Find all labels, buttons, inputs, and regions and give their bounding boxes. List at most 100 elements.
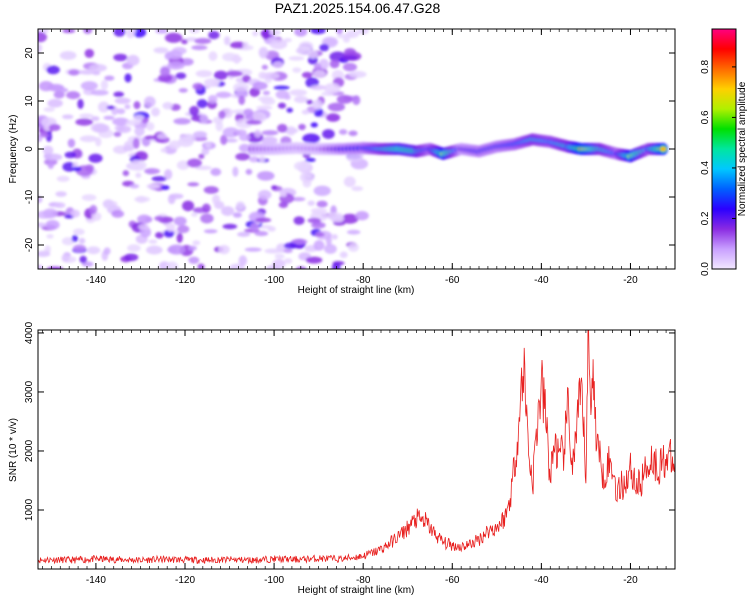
noise-blob: [329, 59, 340, 69]
noise-blob: [225, 70, 243, 77]
noise-blob: [288, 56, 305, 61]
noise-blob: [167, 61, 185, 70]
noise-blob: [129, 183, 140, 189]
noise-blob: [89, 204, 98, 215]
noise-blob: [352, 95, 361, 106]
noise-blob: [294, 29, 308, 37]
noise-blob: [313, 62, 322, 71]
noise-blob: [137, 214, 152, 225]
noise-blob: [54, 202, 66, 209]
noise-blob: [307, 217, 321, 224]
noise-blob: [44, 153, 63, 161]
noise-blob: [343, 176, 356, 188]
noise-blob: [146, 245, 163, 255]
noise-blob: [191, 212, 198, 217]
noise-blob: [103, 115, 115, 120]
noise-blob: [166, 222, 176, 232]
noise-blob: [258, 71, 267, 80]
noise-blob: [112, 117, 130, 126]
noise-blob: [256, 105, 273, 110]
noise-blob: [301, 71, 313, 79]
noise-blob: [277, 102, 287, 109]
noise-blob: [235, 152, 251, 161]
noise-blob: [258, 155, 266, 163]
noise-blob: [293, 95, 309, 104]
noise-blob: [72, 244, 87, 253]
noise-blob: [178, 88, 188, 93]
noise-blob: [313, 185, 331, 196]
colorbar-tick-label: 0.6: [700, 110, 711, 124]
snr-xlabel: Height of straight line (km): [298, 585, 415, 596]
noise-blob: [46, 266, 64, 269]
noise-blob: [144, 135, 157, 140]
noise-blob: [246, 120, 262, 125]
noise-blob: [38, 264, 43, 269]
noise-blob: [242, 41, 249, 50]
noise-blob: [269, 29, 281, 36]
noise-blob: [185, 37, 198, 42]
figure-title: PAZ1.2025.154.06.47.G28: [274, 0, 441, 16]
spectrogram-xtick-label: -60: [445, 275, 460, 286]
noise-blob: [351, 186, 364, 192]
colorbar-label: Normalized spectral amplitude: [737, 81, 748, 216]
noise-blob: [202, 203, 211, 213]
noise-blob: [284, 258, 293, 264]
noise-blob: [103, 247, 111, 255]
noise-blob: [173, 216, 187, 226]
noise-blob: [307, 200, 315, 206]
noise-blob: [336, 33, 354, 39]
noise-blob: [79, 113, 94, 119]
spectrogram-ytick-label: 10: [24, 95, 35, 107]
noise-blob: [138, 223, 150, 231]
noise-blob: [261, 130, 279, 136]
noise-blob: [124, 104, 131, 110]
spectrogram-ytick-label: -10: [24, 189, 35, 204]
spectrogram-xtick-label: -40: [534, 275, 549, 286]
noise-blob: [192, 240, 201, 246]
noise-blob: [173, 118, 191, 125]
noise-blob: [224, 138, 238, 143]
noise-blob: [205, 141, 212, 149]
noise-blob: [254, 231, 269, 237]
noise-blob: [269, 39, 288, 50]
noise-blob: [151, 107, 160, 117]
noise-blob: [45, 219, 60, 230]
noise-blob: [271, 185, 278, 190]
noise-blob: [78, 237, 86, 244]
noise-blob: [191, 45, 208, 51]
noise-blob: [212, 194, 221, 205]
noise-blob: [235, 129, 247, 136]
noise-blob: [203, 229, 218, 234]
noise-blob: [77, 98, 84, 110]
noise-blob: [257, 96, 274, 102]
noise-blob: [187, 182, 200, 187]
noise-blob: [167, 244, 186, 255]
noise-blob: [348, 70, 367, 78]
noise-blob: [196, 99, 208, 109]
noise-blob: [176, 232, 183, 244]
noise-blob: [346, 229, 361, 235]
noise-blob: [161, 185, 170, 190]
spectrogram-xtick-label: -140: [86, 275, 106, 286]
noise-blob: [125, 29, 136, 39]
noise-blob: [123, 140, 136, 152]
noise-blob: [305, 256, 323, 264]
colorbar-tick-label: 0.0: [700, 262, 711, 276]
noise-blob: [106, 105, 115, 110]
noise-blob: [237, 231, 251, 237]
noise-blob: [160, 148, 168, 153]
noise-blob: [338, 129, 348, 135]
snr-frame: [37, 329, 676, 570]
noise-blob: [331, 69, 345, 81]
noise-blob: [104, 75, 115, 81]
noise-blob: [342, 62, 358, 72]
spectrogram-xlabel: Height of straight line (km): [298, 285, 415, 296]
noise-blob: [38, 222, 47, 228]
noise-blob: [62, 29, 76, 34]
noise-blob: [322, 129, 335, 139]
noise-blob: [67, 138, 76, 148]
noise-blob: [122, 170, 130, 177]
noise-blob: [305, 157, 316, 163]
